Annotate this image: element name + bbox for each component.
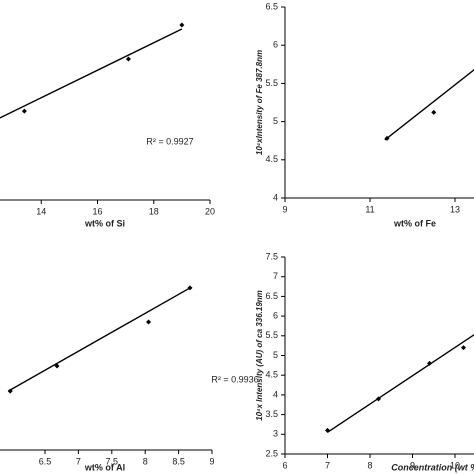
x-axis-label: wt% of Fe bbox=[393, 218, 436, 228]
data-point bbox=[427, 360, 432, 366]
x-tick-label: 7.5 bbox=[106, 456, 119, 466]
x-tick-label: 6.5 bbox=[39, 456, 52, 466]
data-point bbox=[187, 285, 193, 291]
trendline bbox=[384, 68, 474, 141]
y-tick-label: 6 bbox=[273, 310, 278, 320]
y-tick-label: 4.5 bbox=[265, 370, 278, 380]
x-tick-label: 9 bbox=[282, 204, 287, 214]
x-tick-label: 8.5 bbox=[172, 456, 185, 466]
y-tick-label: 7.5 bbox=[265, 251, 278, 261]
y-axis-label: 10⁴x Intensity (AU) of ca 336.19nm bbox=[255, 290, 264, 421]
x-tick-label: 14 bbox=[36, 206, 46, 216]
trendline bbox=[7, 287, 191, 392]
y-tick-label: 4.5 bbox=[265, 154, 278, 164]
x-tick-label: 16 bbox=[92, 206, 102, 216]
y-axis-label: 10⁴xIntensity of Fe 387.8nm bbox=[255, 50, 264, 155]
x-tick-label: 8 bbox=[367, 460, 372, 470]
x-tick-label: 18 bbox=[149, 206, 159, 216]
x-axis-label: wt% of Si bbox=[84, 218, 125, 228]
trendline bbox=[327, 333, 474, 433]
trendline bbox=[0, 28, 183, 119]
y-tick-label: 5.5 bbox=[265, 330, 278, 340]
data-point bbox=[54, 363, 60, 369]
y-tick-label: 3 bbox=[273, 429, 278, 439]
x-tick-label: 9 bbox=[209, 456, 214, 466]
x-tick-label: 11 bbox=[365, 204, 374, 214]
data-point bbox=[376, 396, 381, 402]
x-tick-label: 7 bbox=[325, 460, 330, 470]
y-tick-label: 2.5 bbox=[265, 448, 278, 458]
y-tick-label: 7 bbox=[273, 271, 278, 281]
y-tick-label: 5 bbox=[273, 350, 278, 360]
data-point bbox=[431, 109, 437, 115]
x-axis-label: wt% of Al bbox=[84, 462, 125, 472]
y-tick-label: 6.5 bbox=[265, 291, 278, 301]
x-axis-label: Concentration (wt %) c bbox=[391, 462, 474, 472]
x-tick-label: 8 bbox=[143, 456, 148, 466]
data-point bbox=[146, 319, 152, 325]
data-point bbox=[461, 345, 466, 351]
data-point bbox=[7, 388, 13, 394]
annotation: R² = 0.9927 bbox=[146, 136, 193, 146]
y-tick-label: 4 bbox=[273, 389, 278, 399]
y-tick-label: 6 bbox=[273, 40, 278, 50]
data-point bbox=[325, 427, 330, 433]
y-tick-label: 5 bbox=[273, 116, 278, 126]
data-point bbox=[21, 108, 27, 114]
y-tick-label: 5.5 bbox=[265, 78, 278, 88]
x-tick-label: 9 bbox=[410, 460, 415, 470]
x-tick-label: 20 bbox=[205, 206, 215, 216]
y-tick-label: 6.5 bbox=[265, 1, 278, 11]
x-tick-label: 13 bbox=[450, 204, 460, 214]
data-point bbox=[125, 56, 131, 62]
y-tick-label: 3.5 bbox=[265, 409, 278, 419]
data-point bbox=[384, 135, 390, 141]
x-tick-label: 6 bbox=[282, 460, 287, 470]
data-point bbox=[179, 22, 185, 28]
x-tick-label: 10 bbox=[450, 460, 460, 470]
x-tick-label: 7 bbox=[76, 456, 81, 466]
y-tick-label: 4 bbox=[273, 192, 278, 202]
annotation: R² = 0.9936 bbox=[211, 374, 258, 384]
